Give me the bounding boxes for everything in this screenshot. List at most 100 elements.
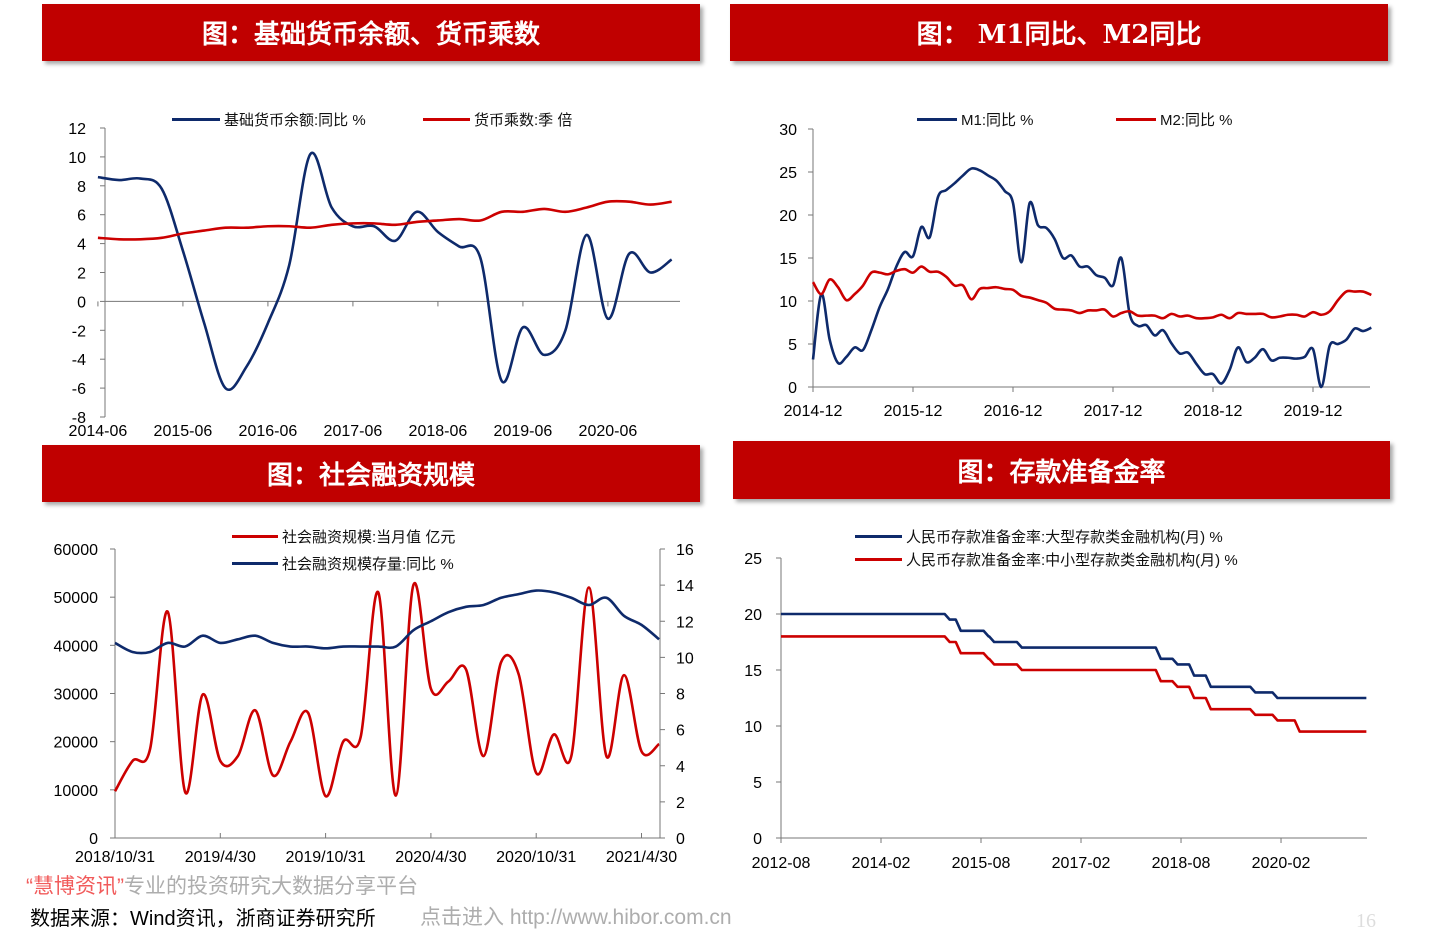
legend-swatch [172, 118, 220, 121]
legend-swatch [232, 562, 278, 565]
y-tick-label-right: 4 [676, 759, 685, 776]
x-tick-label: 2018-12 [1184, 403, 1243, 420]
y-tick-label: 20 [779, 208, 797, 225]
legend-label: M2:同比 % [1160, 112, 1233, 129]
legend-label: 基础货币余额:同比 % [224, 112, 366, 129]
page-number: 16 [1356, 910, 1376, 932]
x-tick-label: 2018-08 [1152, 855, 1211, 872]
y-tick-label: 10 [744, 719, 762, 736]
y-tick-label: 12 [68, 121, 86, 138]
y-tick-label: -8 [72, 410, 86, 427]
x-tick-label: 2020/10/31 [496, 849, 576, 866]
chart-0: -8 -6 -4 -2 0 2 4 6 8 10 12 2014-06 2015-06 2016-06 20… [68, 121, 680, 440]
legend-label: 社会融资规模:当月值 亿元 [282, 529, 456, 546]
legend-label: 人民币存款准备金率:大型存款类金融机构(月) % [906, 529, 1223, 546]
y-tick-label-right: 10 [676, 650, 694, 667]
y-tick-label: -4 [72, 352, 86, 369]
x-tick-label: 2014-06 [69, 423, 128, 440]
legend-item: M2:同比 % [1116, 109, 1233, 130]
chart-title-base-money: 图：基础货币余额、货币乘数 [42, 4, 700, 61]
y-tick-label-right: 2 [676, 795, 685, 812]
y-tick-label: -2 [72, 323, 86, 340]
y-tick-label: 25 [779, 165, 797, 182]
x-tick-label: 2014-02 [852, 855, 911, 872]
legend-swatch [855, 558, 902, 561]
x-tick-label: 2019/4/30 [185, 849, 256, 866]
x-tick-label: 2015-08 [952, 855, 1011, 872]
chart-title-m1-m2: 图： M1同比、M2同比 [730, 4, 1388, 61]
y-tick-label: 15 [744, 663, 762, 680]
data-source: 数据来源：Wind资讯，浙商证券研究所 [30, 908, 376, 930]
legend-item: 人民币存款准备金率:中小型存款类金融机构(月) % [855, 549, 1238, 570]
chart-3: 0 5 10 15 20 25 2012-08 2014-02 2015-08 2017-02 20… [744, 551, 1367, 872]
y-tick-label: 0 [788, 380, 797, 397]
y-tick-label: 5 [788, 337, 797, 354]
y-tick-label-right: 14 [676, 578, 694, 595]
y-tick-label: 60000 [54, 542, 99, 559]
legend-item: M1:同比 % [917, 109, 1034, 130]
legend-swatch [917, 118, 957, 121]
legend-item: 基础货币余额:同比 % [172, 109, 366, 130]
watermark-text: 专业的投资研究大数据分享平台 [124, 875, 418, 898]
watermark-link[interactable]: 点击进入 http://www.hibor.com.cn [420, 906, 732, 929]
x-tick-label: 2019-06 [494, 423, 553, 440]
y-tick-label-right: 0 [676, 831, 685, 848]
x-tick-label: 2018-06 [409, 423, 468, 440]
legend-item: 社会融资规模:当月值 亿元 [232, 526, 455, 547]
y-tick-label: 8 [77, 179, 86, 196]
y-tick-label-right: 6 [676, 723, 685, 740]
chart-1: 0 5 10 15 20 25 30 2014-12 2015-12 2016-12 2017-12… [779, 122, 1372, 420]
series-line-0 [811, 167, 1372, 389]
chart-2: 0 10000 20000 30000 40000 50000 60000 0 2 4 6 8 10 12… [54, 542, 694, 866]
x-tick-label: 2021/4/30 [606, 849, 677, 866]
x-tick-label: 2017-02 [1052, 855, 1111, 872]
x-tick-label: 2017-12 [1084, 403, 1143, 420]
watermark-brand: “慧博资讯” [26, 875, 124, 898]
series-line-0 [97, 151, 673, 391]
y-tick-label: 10 [68, 150, 86, 167]
y-tick-label-right: 12 [676, 614, 694, 631]
y-tick-label: 30000 [54, 687, 99, 704]
legend-item: 人民币存款准备金率:大型存款类金融机构(月) % [855, 526, 1223, 547]
y-tick-label: 2 [77, 266, 86, 283]
x-tick-label: 2019-12 [1284, 403, 1343, 420]
y-tick-label: -6 [72, 381, 86, 398]
y-tick-label: 15 [779, 251, 797, 268]
legend-label: 社会融资规模存量:同比 % [282, 556, 454, 573]
y-tick-label: 20 [744, 607, 762, 624]
y-tick-label: 0 [89, 831, 98, 848]
legend-label: M1:同比 % [961, 112, 1034, 129]
series-line-0 [113, 581, 660, 798]
x-tick-label: 2020/4/30 [395, 849, 466, 866]
legend-swatch [423, 118, 470, 121]
y-tick-label: 6 [77, 208, 86, 225]
series-line-1 [811, 265, 1372, 320]
series-line-1 [781, 635, 1367, 733]
y-tick-label: 0 [77, 294, 86, 311]
x-tick-label: 2015-12 [884, 403, 943, 420]
legend-swatch [232, 535, 278, 538]
y-tick-label: 4 [77, 237, 86, 254]
x-tick-label: 2020-06 [579, 423, 638, 440]
legend-swatch [855, 535, 902, 538]
y-tick-label: 50000 [54, 590, 99, 607]
x-tick-label: 2014-12 [784, 403, 843, 420]
y-tick-label: 25 [744, 551, 762, 568]
x-tick-label: 2016-12 [984, 403, 1043, 420]
series-line-1 [97, 199, 672, 241]
y-tick-label: 40000 [54, 638, 99, 655]
x-tick-label: 2016-06 [239, 423, 298, 440]
y-tick-label: 5 [753, 775, 762, 792]
legend-item: 货币乘数:季 倍 [423, 109, 572, 130]
legend-label: 货币乘数:季 倍 [474, 112, 573, 129]
series-line-0 [781, 612, 1367, 700]
y-tick-label-right: 8 [676, 687, 685, 704]
legend-label: 人民币存款准备金率:中小型存款类金融机构(月) % [906, 552, 1238, 569]
x-tick-label: 2020-02 [1252, 855, 1311, 872]
y-tick-label: 10000 [54, 783, 99, 800]
watermark-slogan: “慧博资讯”专业的投资研究大数据分享平台 [26, 870, 418, 900]
y-tick-label: 30 [779, 122, 797, 139]
x-tick-label: 2012-08 [752, 855, 811, 872]
series-line-1 [114, 589, 660, 655]
